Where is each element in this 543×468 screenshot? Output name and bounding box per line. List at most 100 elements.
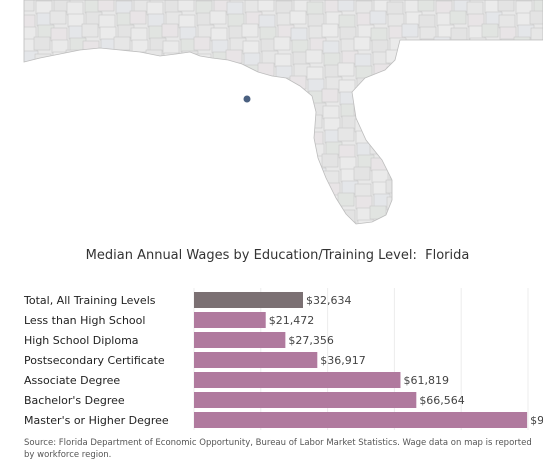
county-region[interactable] bbox=[21, 103, 38, 118]
county-region[interactable] bbox=[83, 117, 101, 132]
county-region[interactable] bbox=[337, 127, 355, 142]
county-region[interactable] bbox=[466, 196, 484, 211]
county-region[interactable] bbox=[163, 182, 181, 197]
county-region[interactable] bbox=[209, 205, 227, 220]
county-region[interactable] bbox=[481, 23, 499, 38]
county-region[interactable] bbox=[387, 13, 405, 28]
county-region[interactable] bbox=[66, 196, 84, 211]
county-region[interactable] bbox=[241, 153, 259, 168]
county-region[interactable] bbox=[388, 155, 406, 170]
county-region[interactable] bbox=[37, 219, 55, 233]
county-region[interactable] bbox=[420, 103, 438, 118]
county-region[interactable] bbox=[437, 89, 455, 104]
county-region[interactable] bbox=[289, 75, 307, 90]
county-region[interactable] bbox=[513, 166, 531, 181]
county-region[interactable] bbox=[194, 232, 210, 236]
county-region[interactable] bbox=[133, 63, 151, 78]
county-region[interactable] bbox=[405, 141, 423, 156]
county-region[interactable] bbox=[386, 196, 404, 211]
county-region[interactable] bbox=[113, 101, 131, 116]
county-region[interactable] bbox=[373, 63, 391, 78]
county-region[interactable] bbox=[500, 38, 518, 53]
county-region[interactable] bbox=[146, 1, 164, 16]
county-region[interactable] bbox=[49, 75, 67, 90]
county-region[interactable] bbox=[485, 206, 503, 221]
county-region[interactable] bbox=[306, 66, 324, 81]
county-region[interactable] bbox=[515, 0, 533, 15]
county-region[interactable] bbox=[146, 131, 164, 146]
county-region[interactable] bbox=[53, 63, 71, 78]
county-region[interactable] bbox=[179, 221, 197, 235]
county-region[interactable] bbox=[497, 0, 515, 12]
county-region[interactable] bbox=[417, 62, 435, 77]
county-region[interactable] bbox=[420, 168, 438, 183]
county-region[interactable] bbox=[467, 143, 485, 158]
county-region[interactable] bbox=[322, 105, 340, 120]
county-region[interactable] bbox=[401, 153, 419, 168]
county-region[interactable] bbox=[162, 40, 180, 55]
county-region[interactable] bbox=[67, 13, 85, 28]
county-region[interactable] bbox=[277, 154, 295, 169]
county-region[interactable] bbox=[403, 182, 421, 197]
county-region[interactable] bbox=[277, 89, 295, 104]
county-region[interactable] bbox=[18, 127, 35, 142]
county-region[interactable] bbox=[337, 192, 355, 207]
county-region[interactable] bbox=[258, 209, 276, 224]
county-region[interactable] bbox=[150, 233, 166, 236]
county-region[interactable] bbox=[290, 157, 308, 172]
county-region[interactable] bbox=[113, 36, 131, 51]
county-region[interactable] bbox=[20, 221, 37, 235]
county-region[interactable] bbox=[517, 89, 535, 104]
county-region[interactable] bbox=[275, 0, 293, 15]
county-region[interactable] bbox=[129, 140, 147, 155]
county-region[interactable] bbox=[437, 219, 455, 233]
county-region[interactable] bbox=[435, 195, 453, 210]
county-region[interactable] bbox=[434, 118, 452, 133]
county-region[interactable] bbox=[468, 90, 486, 105]
county-region[interactable] bbox=[36, 142, 54, 157]
county-region[interactable] bbox=[514, 53, 532, 68]
county-region[interactable] bbox=[258, 79, 276, 94]
county-region[interactable] bbox=[501, 234, 517, 236]
county-region[interactable] bbox=[338, 14, 356, 29]
county-region[interactable] bbox=[36, 207, 54, 222]
county-region[interactable] bbox=[466, 131, 484, 146]
county-region[interactable] bbox=[514, 232, 530, 236]
county-region[interactable] bbox=[306, 1, 324, 16]
county-region[interactable] bbox=[355, 195, 373, 210]
county-region[interactable] bbox=[516, 77, 534, 92]
county-region[interactable] bbox=[147, 78, 165, 93]
county-region[interactable] bbox=[483, 117, 501, 132]
county-region[interactable] bbox=[466, 66, 484, 81]
county-region[interactable] bbox=[421, 115, 439, 130]
county-region[interactable] bbox=[35, 0, 53, 15]
county-region[interactable] bbox=[465, 179, 483, 194]
county-region[interactable] bbox=[83, 52, 101, 67]
county-region[interactable] bbox=[101, 115, 119, 130]
county-region[interactable] bbox=[99, 26, 117, 41]
county-region[interactable] bbox=[452, 51, 470, 66]
county-region[interactable] bbox=[161, 153, 179, 168]
county-region[interactable] bbox=[178, 209, 196, 224]
county-region[interactable] bbox=[321, 88, 339, 103]
county-region[interactable] bbox=[501, 180, 519, 195]
county-region[interactable] bbox=[469, 102, 487, 117]
county-region[interactable] bbox=[305, 179, 323, 194]
county-region[interactable] bbox=[212, 235, 228, 236]
county-region[interactable] bbox=[129, 10, 147, 25]
county-region[interactable] bbox=[115, 0, 133, 15]
county-region[interactable] bbox=[291, 39, 309, 54]
county-region[interactable] bbox=[500, 168, 518, 183]
county-region[interactable] bbox=[307, 13, 325, 28]
county-region[interactable] bbox=[433, 36, 451, 51]
county-region[interactable] bbox=[257, 0, 275, 12]
county-region[interactable] bbox=[213, 128, 231, 143]
county-region[interactable] bbox=[117, 219, 135, 233]
county-region[interactable] bbox=[100, 103, 118, 118]
county-region[interactable] bbox=[37, 154, 55, 169]
county-region[interactable] bbox=[467, 13, 485, 28]
county-region[interactable] bbox=[99, 91, 117, 106]
county-region[interactable] bbox=[404, 64, 422, 79]
county-region[interactable] bbox=[51, 39, 69, 54]
bar[interactable] bbox=[194, 412, 528, 428]
